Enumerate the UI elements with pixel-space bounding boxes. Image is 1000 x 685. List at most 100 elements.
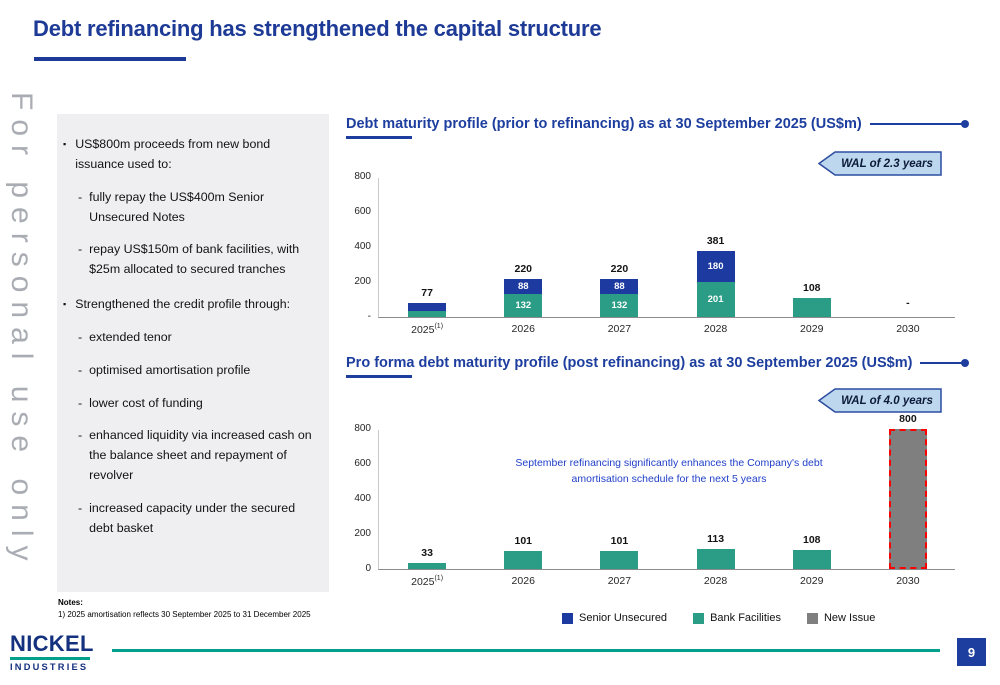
x-axis-label: 2025(1) (411, 323, 444, 336)
bar-segment-senior-unsecured: 88 (600, 279, 639, 294)
bar-segment-value: 201 (707, 294, 724, 305)
post-chart-title-underline (346, 375, 412, 378)
legend-swatch-icon (693, 612, 705, 624)
bar-segment-bank-facilities (408, 311, 447, 317)
bar-total-label: 77 (421, 287, 433, 299)
post-chart-header: Pro forma debt maturity profile (post re… (346, 353, 969, 373)
bar-total-label: 108 (802, 282, 821, 294)
x-axis-label: 2028 (703, 575, 728, 587)
legend-label: New Issue (823, 612, 876, 624)
bar-segment-senior-unsecured (408, 303, 447, 311)
wal-badge-prior: WAL of 2.3 years (818, 151, 942, 176)
bullet-list: ▪ US$800m proceeds from new bond issuance… (63, 135, 329, 539)
arrow-left-banner-icon (818, 388, 942, 413)
bullet-marker: - (78, 428, 83, 443)
post-chart-plot: September refinancing significantly enha… (354, 413, 955, 588)
notes-label: Notes: (58, 598, 83, 607)
x-axis-label: 2026 (511, 323, 535, 335)
page-number-badge: 9 (957, 638, 986, 666)
y-axis-tick: - (367, 311, 371, 322)
bullet-item: - extended tenor (78, 328, 329, 348)
x-axis-label: 2029 (800, 575, 824, 587)
chart-legend: Senior Unsecured Bank Facilities New Issue (562, 612, 875, 624)
bar-segment-value: 132 (611, 300, 628, 311)
y-axis-tick: 800 (354, 423, 371, 434)
bullet-item: - enhanced liquidity via increased cash o… (78, 426, 329, 486)
x-axis-label: 2025(1) (411, 575, 444, 588)
bullet-text: lower cost of funding (89, 395, 203, 410)
bar-total-label: 800 (899, 413, 917, 425)
bullet-marker: ▪ (63, 299, 67, 310)
bar-segment-value: 180 (707, 261, 724, 272)
bullet-item: - repay US$150m of bank facilities, with … (78, 240, 329, 280)
bullet-marker: - (78, 242, 83, 257)
footer-divider (112, 649, 940, 652)
legend-item: Bank Facilities (693, 612, 781, 624)
bar-total-label: 220 (610, 263, 629, 275)
prior-chart-plot: 800 600 400 200 - 2025(1) 77 2026 132 88 220 2027 13… (354, 171, 955, 336)
bullet-marker: - (78, 395, 83, 410)
bullet-text: optimised amortisation profile (89, 362, 251, 377)
bullet-text: enhanced liquidity via increased cash on… (89, 428, 312, 483)
x-axis-label: 2030 (896, 575, 920, 587)
page-title: Debt refinancing has strengthened the ca… (33, 16, 602, 41)
legend-swatch-icon (806, 612, 818, 624)
header-rule-dot (920, 359, 969, 367)
x-axis-label: 2026 (511, 575, 535, 587)
bar-segment-bank-facilities (504, 551, 543, 569)
brand-subtitle: INDUSTRIES (10, 662, 89, 672)
arrow-left-banner-icon (818, 151, 942, 176)
commentary-panel: ▪ US$800m proceeds from new bond issuance… (57, 114, 329, 592)
bullet-marker: ▪ (63, 139, 67, 149)
bar-segment-senior-unsecured: 88 (504, 279, 543, 294)
bullet-item: - increased capacity under the secured de… (78, 499, 329, 539)
legend-label: Senior Unsecured (579, 612, 668, 624)
prior-chart-title: Debt maturity profile (prior to refinanc… (346, 116, 862, 132)
legend-label: Bank Facilities (710, 612, 781, 624)
x-axis-label: 2027 (607, 575, 632, 587)
y-axis-tick: 400 (354, 493, 371, 504)
bullet-text: US$800m proceeds from new bond issuance … (75, 137, 271, 171)
bullet-item: - optimised amortisation profile (78, 361, 329, 381)
note-1: 1) 2025 amortisation reflects 30 Septemb… (58, 610, 311, 619)
y-axis-tick: 600 (354, 458, 371, 469)
post-chart-title: Pro forma debt maturity profile (post re… (346, 355, 913, 371)
prior-chart-header: Debt maturity profile (prior to refinanc… (346, 114, 970, 134)
y-axis-tick: 600 (354, 206, 371, 217)
footnotes: Notes: 1) 2025 amortisation reflects 30 … (58, 597, 311, 621)
header-rule-dot (869, 120, 970, 128)
brand-logo-bar (10, 657, 90, 660)
bar-total-label: 101 (514, 535, 533, 547)
wal-badge-prior-label: WAL of 2.3 years (841, 157, 933, 170)
bar-segment-bank-facilities: 132 (504, 294, 543, 317)
bar-total-label: 113 (707, 533, 725, 545)
bar-total-label: 381 (706, 235, 725, 247)
bullet-text: extended tenor (89, 329, 172, 344)
wal-badge-post-label: WAL of 4.0 years (841, 394, 933, 407)
bar-total-label: - (906, 297, 910, 309)
bullet-item: ▪ US$800m proceeds from new bond issuance… (63, 135, 329, 175)
y-axis-tick: 200 (354, 276, 371, 287)
x-axis-label: 2027 (607, 323, 632, 335)
legend-item: Senior Unsecured (562, 612, 667, 624)
legend-swatch-icon (562, 612, 573, 624)
bullet-text: fully repay the US$400m Senior Unsecured… (89, 189, 265, 224)
legend-item: New Issue (806, 612, 876, 624)
bullet-marker: - (78, 189, 83, 204)
bullet-marker: - (78, 500, 83, 515)
y-axis-tick: 200 (354, 528, 371, 539)
bar-segment-bank-facilities: 201 (696, 282, 735, 317)
x-axis-label: 2028 (703, 323, 728, 335)
brand-logo: NICKEL INDUSTRIES (10, 633, 94, 672)
bar-segment-bank-facilities (408, 563, 447, 569)
bar-segment-bank-facilities (696, 549, 735, 569)
y-axis-tick: 0 (365, 563, 371, 574)
prior-chart-title-underline (346, 136, 412, 139)
bar-total-label: 108 (802, 534, 821, 546)
bar-segment-bank-facilities: 132 (600, 294, 639, 317)
bullet-marker: - (78, 329, 83, 344)
bullet-text: Strengthened the credit profile through: (75, 297, 291, 312)
brand-name: NICKEL (10, 631, 94, 656)
bullet-text: repay US$150m of bank facilities, with $… (89, 242, 300, 277)
